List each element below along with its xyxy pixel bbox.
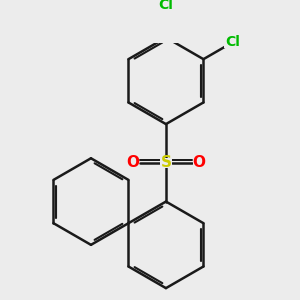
FancyBboxPatch shape — [127, 158, 139, 168]
FancyBboxPatch shape — [157, 0, 175, 10]
FancyBboxPatch shape — [160, 158, 172, 168]
FancyBboxPatch shape — [193, 158, 205, 168]
Text: S: S — [160, 155, 171, 170]
Text: O: O — [192, 155, 205, 170]
Text: O: O — [127, 155, 140, 170]
Text: Cl: Cl — [158, 0, 173, 12]
FancyBboxPatch shape — [224, 37, 242, 48]
Text: Cl: Cl — [226, 35, 241, 49]
